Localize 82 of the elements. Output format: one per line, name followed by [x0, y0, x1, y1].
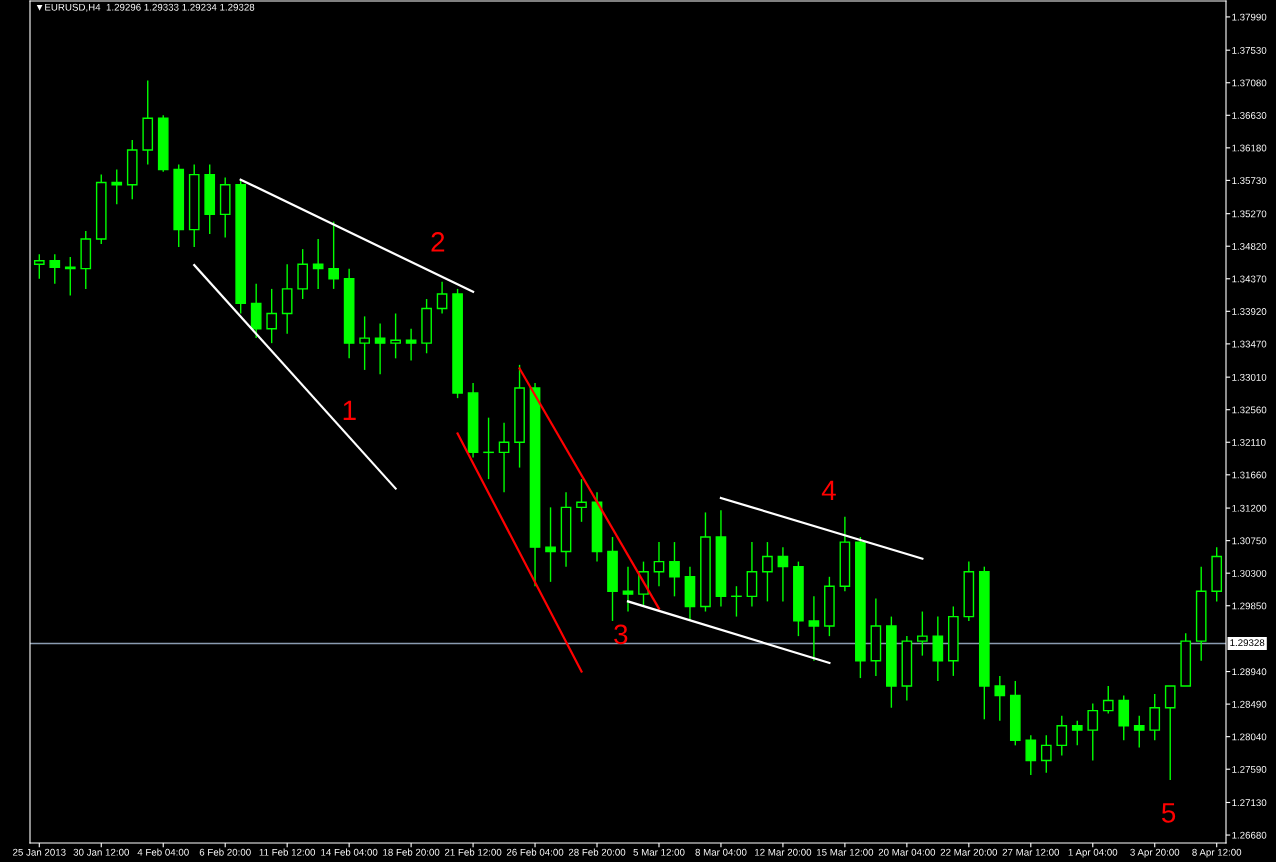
y-tick-label: 1.32560 — [1232, 406, 1267, 414]
candlestick — [762, 541, 773, 603]
candlestick — [266, 288, 278, 344]
candlestick — [777, 546, 789, 603]
candlestick — [328, 220, 339, 290]
x-tick-label: 28 Feb 20:00 — [568, 848, 626, 856]
candlestick — [545, 506, 556, 583]
x-tick-label: 25 Jan 2013 — [13, 848, 66, 856]
x-tick-label: 18 Feb 20:00 — [383, 848, 440, 856]
candlestick — [994, 675, 1006, 722]
y-tick-label: 1.33010 — [1232, 373, 1267, 381]
candlestick — [111, 168, 123, 205]
candlestick — [622, 565, 634, 613]
y-tick-label: 1.37530 — [1232, 46, 1267, 54]
y-tick-label: 1.28490 — [1232, 700, 1267, 708]
y-tick-label: 1.31660 — [1232, 471, 1267, 479]
y-tick-label: 1.27130 — [1232, 799, 1267, 807]
candlestick — [808, 595, 820, 662]
y-tick-label: 1.35270 — [1232, 210, 1267, 218]
x-tick-label: 11 Feb 12:00 — [259, 848, 316, 856]
candlestick — [1040, 734, 1052, 774]
annotation: 1 — [343, 400, 356, 420]
y-tick-label: 1.29850 — [1232, 602, 1267, 610]
y-tick-label: 1.28940 — [1232, 668, 1267, 676]
y-tick-label: 1.32110 — [1232, 438, 1266, 446]
y-tick-label: 1.37990 — [1232, 13, 1267, 21]
candlestick — [1071, 720, 1083, 747]
candlestick — [374, 322, 386, 375]
y-tick-label: 1.36630 — [1232, 112, 1267, 119]
x-tick-label: 27 Mar 12:00 — [1002, 848, 1060, 856]
annotation: 2 — [431, 232, 445, 252]
x-tick-label: 14 Feb 04:00 — [321, 848, 378, 856]
y-tick-label: 1.33920 — [1232, 308, 1267, 315]
y-tick-label: 1.36180 — [1232, 144, 1267, 152]
candlestick — [653, 541, 665, 587]
candlestick — [669, 541, 680, 598]
y-tick-label: 1.34820 — [1232, 242, 1267, 250]
x-tick-label: 5 Mar 12:00 — [633, 848, 685, 856]
candlestick — [390, 312, 401, 360]
x-tick-label: 4 Feb 04:00 — [137, 848, 189, 856]
annotation: 3 — [614, 624, 628, 645]
x-tick-label: 1 Apr 04:00 — [1068, 848, 1118, 858]
candlestick — [1102, 685, 1114, 715]
candlestick — [49, 253, 61, 285]
candlestick — [1056, 714, 1068, 757]
annotation: 4 — [821, 480, 836, 500]
y-tick-label: 1.37080 — [1232, 79, 1267, 87]
candlestick — [1025, 734, 1037, 776]
x-tick-label: 12 Mar 20:00 — [755, 848, 812, 856]
y-tick-label: 1.34370 — [1232, 275, 1267, 283]
candlestick — [1164, 685, 1176, 781]
y-tick-label: 1.28040 — [1232, 733, 1267, 741]
x-tick-label: 8 Mar 04:00 — [695, 848, 747, 856]
candlestick — [405, 327, 417, 362]
x-tick-label: 26 Feb 04:00 — [506, 848, 564, 856]
candlestick — [917, 610, 928, 657]
x-tick-label: 8 Apr 12:00 — [1192, 848, 1242, 858]
candlestick — [1133, 714, 1145, 749]
y-tick-label: 1.30750 — [1232, 537, 1267, 545]
x-tick-label: 3 Apr 20:00 — [1130, 848, 1180, 858]
x-tick-label: 22 Mar 20:00 — [940, 848, 998, 856]
x-tick-label: 6 Feb 20:00 — [199, 848, 251, 856]
candlestick — [359, 315, 370, 371]
candlestick — [1149, 693, 1161, 741]
candlestick — [436, 280, 448, 315]
annotation: 5 — [1161, 803, 1176, 823]
x-tick-label: 15 Mar 12:00 — [816, 848, 874, 856]
candlestick — [498, 422, 510, 493]
y-tick-label: 1.27590 — [1232, 765, 1267, 773]
y-tick-label: 1.30300 — [1232, 569, 1267, 577]
chart-title: ▼EURUSD,H4 1.29296 1.29333 1.29234 1.29328 — [36, 3, 255, 12]
y-tick-label: 1.33470 — [1232, 340, 1267, 348]
candlestick — [33, 253, 45, 280]
candlestick — [576, 478, 587, 523]
x-tick-label: 21 Feb 12:00 — [444, 848, 502, 856]
x-tick-label: 20 Mar 04:00 — [878, 848, 936, 856]
y-tick-label: 1.26680 — [1232, 831, 1267, 839]
y-tick-label: 1.35730 — [1232, 177, 1267, 185]
y-tick-label: 1.31200 — [1232, 504, 1267, 512]
x-tick-label: 30 Jan 12:00 — [73, 848, 129, 856]
candlestick — [1087, 702, 1099, 762]
ref-line-label: 1.29328 — [1230, 639, 1265, 647]
